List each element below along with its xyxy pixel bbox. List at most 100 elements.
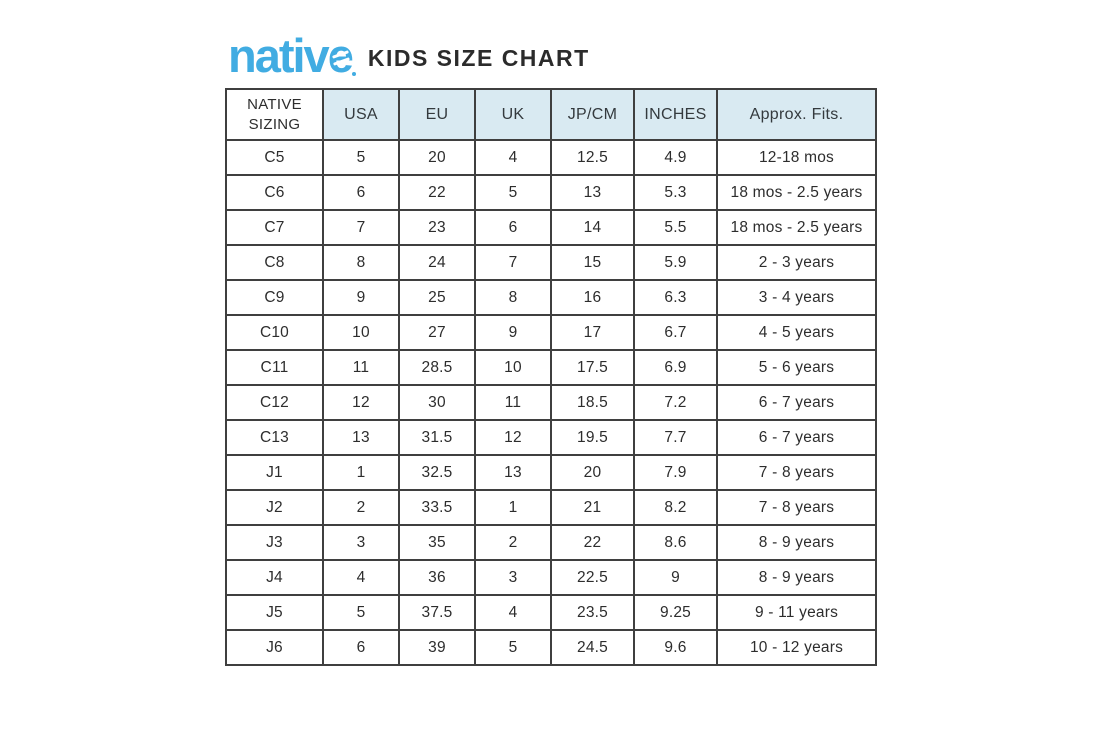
table-cell: 4: [474, 139, 552, 176]
table-cell: 8: [322, 244, 400, 281]
table-cell: 17: [550, 314, 635, 351]
table-row: J6 6 39 5 24.5 9.6 10 - 12 years: [225, 629, 877, 666]
table-cell: 6.9: [633, 349, 718, 386]
table-cell: 13: [550, 174, 635, 211]
table-cell: 7.2: [633, 384, 718, 421]
table-cell: J6: [225, 629, 324, 666]
table-cell: 16: [550, 279, 635, 316]
table-cell: 13: [474, 454, 552, 491]
table-cell: 6: [322, 629, 400, 666]
table-cell: 7 - 8 years: [716, 489, 877, 526]
column-header-jpcm: JP/CM: [550, 88, 635, 141]
table-cell: 20: [398, 139, 476, 176]
column-header-usa: USA: [322, 88, 400, 141]
table-cell: 5: [322, 594, 400, 631]
table-cell: J4: [225, 559, 324, 596]
table-cell: 6.3: [633, 279, 718, 316]
column-header-eu: EU: [398, 88, 476, 141]
table-row: J4 4 36 3 22.5 9 8 - 9 years: [225, 559, 877, 596]
table-cell: 5: [474, 174, 552, 211]
table-cell: 32.5: [398, 454, 476, 491]
table-cell: 7: [474, 244, 552, 281]
table-row: J3 3 35 2 22 8.6 8 - 9 years: [225, 524, 877, 561]
table-cell: 12.5: [550, 139, 635, 176]
table-cell: C11: [225, 349, 324, 386]
table-cell: J1: [225, 454, 324, 491]
table-cell: 5.5: [633, 209, 718, 246]
table-cell: 12-18 mos: [716, 139, 877, 176]
logo-dot-icon: [351, 72, 356, 76]
table-cell: 5: [474, 629, 552, 666]
table-cell: 8 - 9 years: [716, 524, 877, 561]
table-cell: 22.5: [550, 559, 635, 596]
table-cell: 21: [550, 489, 635, 526]
table-cell: 18.5: [550, 384, 635, 421]
table-cell: 9: [633, 559, 718, 596]
table-cell: 6 - 7 years: [716, 384, 877, 421]
column-header-uk: UK: [474, 88, 552, 141]
table-cell: 2 - 3 years: [716, 244, 877, 281]
table-cell: 22: [398, 174, 476, 211]
table-cell: 23: [398, 209, 476, 246]
table-cell: 1: [322, 454, 400, 491]
table-cell: J5: [225, 594, 324, 631]
size-chart-table: NATIVE SIZING USA EU UK JP/CM INCHES App…: [225, 88, 877, 666]
table-cell: 1: [474, 489, 552, 526]
table-cell: 37.5: [398, 594, 476, 631]
table-cell: 11: [322, 349, 400, 386]
table-row: J1 1 32.5 13 20 7.9 7 - 8 years: [225, 454, 877, 491]
native-logo: native: [228, 32, 356, 79]
table-cell: 20: [550, 454, 635, 491]
table-row: C9 9 25 8 16 6.3 3 - 4 years: [225, 279, 877, 316]
table-cell: 4.9: [633, 139, 718, 176]
table-cell: 22: [550, 524, 635, 561]
table-cell: C10: [225, 314, 324, 351]
table-cell: 14: [550, 209, 635, 246]
column-header-approx-fits: Approx. Fits.: [716, 88, 877, 141]
table-cell: 30: [398, 384, 476, 421]
table-cell: 8.6: [633, 524, 718, 561]
table-cell: 2: [322, 489, 400, 526]
table-row: C13 13 31.5 12 19.5 7.7 6 - 7 years: [225, 419, 877, 456]
table-cell: 3: [322, 524, 400, 561]
table-cell: 4 - 5 years: [716, 314, 877, 351]
table-cell: 15: [550, 244, 635, 281]
table-cell: J3: [225, 524, 324, 561]
table-cell: 7 - 8 years: [716, 454, 877, 491]
table-row: J2 2 33.5 1 21 8.2 7 - 8 years: [225, 489, 877, 526]
table-cell: 19.5: [550, 419, 635, 456]
table-cell: 4: [322, 559, 400, 596]
table-cell: 6: [474, 209, 552, 246]
table-cell: 9 - 11 years: [716, 594, 877, 631]
table-cell: C9: [225, 279, 324, 316]
table-cell: 12: [474, 419, 552, 456]
table-cell: 18 mos - 2.5 years: [716, 174, 877, 211]
table-row: C7 7 23 6 14 5.5 18 mos - 2.5 years: [225, 209, 877, 246]
table-cell: 7.7: [633, 419, 718, 456]
table-row: J5 5 37.5 4 23.5 9.25 9 - 11 years: [225, 594, 877, 631]
table-cell: 9.25: [633, 594, 718, 631]
table-row: C10 10 27 9 17 6.7 4 - 5 years: [225, 314, 877, 351]
table-cell: 9.6: [633, 629, 718, 666]
page-title: KIDS SIZE CHART: [367, 45, 590, 71]
table-cell: 35: [398, 524, 476, 561]
table-cell: 24: [398, 244, 476, 281]
table-cell: 8.2: [633, 489, 718, 526]
table-cell: 7: [322, 209, 400, 246]
table-cell: C13: [225, 419, 324, 456]
table-cell: C12: [225, 384, 324, 421]
table-cell: 5.9: [633, 244, 718, 281]
table-cell: 6: [322, 174, 400, 211]
table-cell: 6.7: [633, 314, 718, 351]
table-cell: 3: [474, 559, 552, 596]
table-cell: 11: [474, 384, 552, 421]
table-row: C8 8 24 7 15 5.9 2 - 3 years: [225, 244, 877, 281]
table-cell: 9: [474, 314, 552, 351]
table-cell: 5: [322, 139, 400, 176]
table-cell: 39: [398, 629, 476, 666]
table-cell: 27: [398, 314, 476, 351]
table-cell: 13: [322, 419, 400, 456]
table-cell: 17.5: [550, 349, 635, 386]
table-cell: 9: [322, 279, 400, 316]
table-cell: 12: [322, 384, 400, 421]
